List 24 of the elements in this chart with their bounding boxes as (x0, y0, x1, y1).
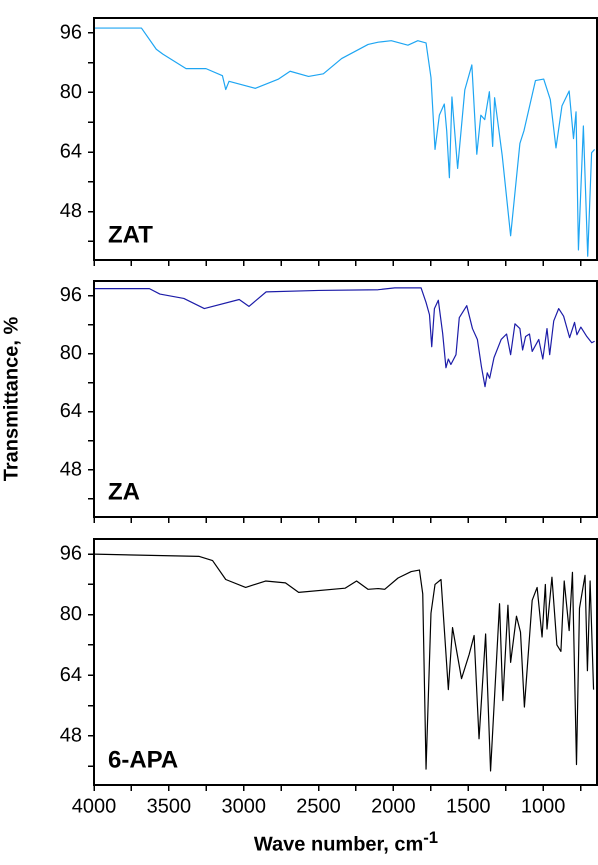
y-tick-label: 48 (60, 200, 82, 222)
annotation: ZAT (108, 222, 154, 249)
y-tick-label: 96 (60, 542, 82, 564)
x-tick-label: 3500 (146, 795, 192, 818)
y-tick-label: 80 (60, 602, 82, 625)
x-tick-label: 4000 (72, 795, 116, 818)
y-tick-label: 96 (60, 21, 82, 44)
annotation: ZA (108, 478, 140, 506)
x-tick-label: 2000 (371, 795, 416, 818)
y-tick-label: 64 (60, 140, 82, 163)
x-tick-label: 3000 (221, 795, 266, 818)
y-tick-label: 48 (60, 724, 82, 746)
x-tick-label: 1500 (446, 795, 491, 818)
x-tick-label: 1000 (520, 795, 566, 818)
x-axis-title: Wave number, cm$^{-1}$ (252, 828, 440, 857)
y-tick-label: 48 (60, 458, 82, 481)
annotation: 6-APA (108, 746, 178, 774)
y-tick-label: 64 (60, 663, 82, 686)
y-axis-title: Transmittance, % (0, 316, 23, 482)
y-tick-label: 80 (60, 342, 82, 364)
y-tick-label: 96 (60, 284, 82, 306)
x-tick-label: 2500 (296, 795, 341, 818)
y-tick-label: 64 (60, 400, 82, 423)
y-tick-label: 80 (60, 80, 82, 103)
